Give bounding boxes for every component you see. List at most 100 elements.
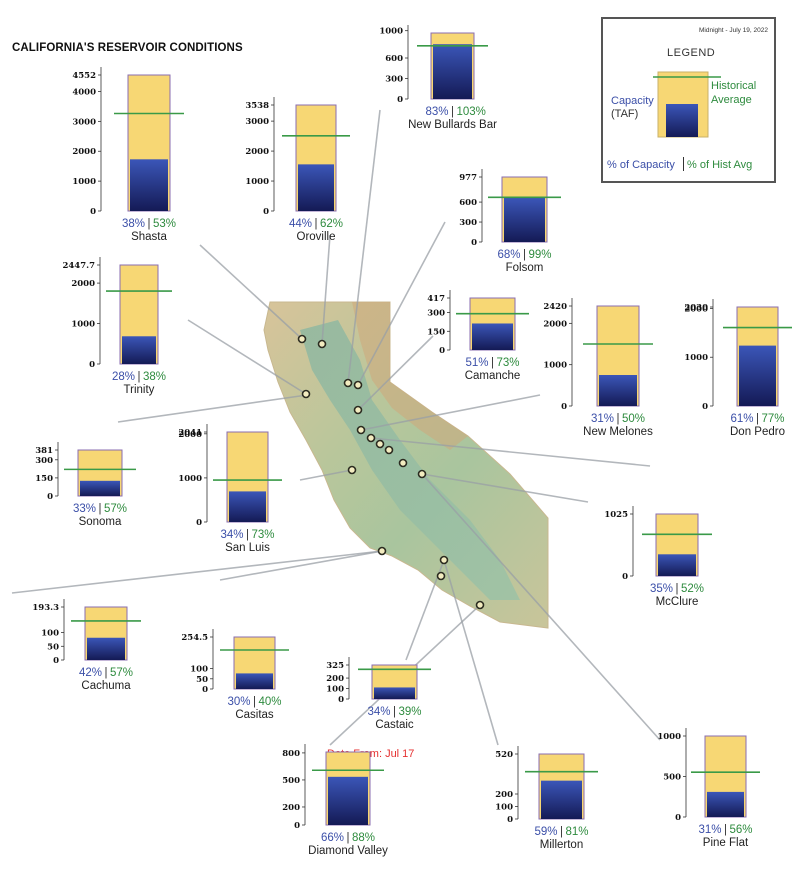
don-pedro-name-label: Don Pedro [730, 426, 785, 438]
casitas-storage-bar [236, 673, 273, 689]
new-bullards-bar-tick-label: 1000 [379, 27, 403, 37]
san-luis-storage-bar [229, 491, 266, 522]
leader-lines [11, 109, 661, 746]
pine-flat-pct-hist: 56% [730, 824, 753, 836]
shasta-pct-capacity: 38% [122, 218, 145, 230]
don-pedro-storage-bar [739, 345, 776, 406]
castaic-pct-capacity: 34% [367, 706, 390, 718]
millerton-tick-label: 520 [495, 750, 513, 760]
diamond-valley-tick-label: 500 [282, 776, 300, 786]
new-melones-pct-hist: 50% [622, 413, 645, 425]
san-luis-tick-label: 1000 [178, 474, 202, 484]
leader-line [299, 469, 353, 481]
trinity-pct-hist: 38% [143, 371, 166, 383]
sonoma-name-label: Sonoma [79, 516, 122, 528]
folsom-tick-label: 600 [459, 198, 477, 208]
folsom-tick-label: 977 [459, 173, 477, 183]
pine-flat-storage-bar [707, 791, 744, 817]
don-pedro-pct-separator: | [756, 413, 759, 425]
castaic-tick-label: 200 [326, 674, 344, 684]
folsom-tick-label: 0 [471, 238, 477, 248]
pine-flat-tick-label: 1000 [657, 732, 681, 742]
reservoir-marker [436, 571, 446, 581]
san-luis-pct-capacity: 34% [220, 529, 243, 541]
new-melones-tick-label: 2000 [543, 319, 567, 329]
chart-cachuma: 0 50 100 193.3 42% | 57%Cachuma [32, 599, 141, 692]
reservoir-marker [301, 389, 311, 399]
central-valley [300, 320, 520, 600]
camanche-tick-label: 150 [427, 327, 445, 337]
reservoir-marker [353, 405, 363, 415]
reservoir-marker [375, 439, 385, 449]
don-pedro-tick-label: 1000 [684, 353, 708, 363]
diamond-valley-pct-capacity: 66% [321, 832, 344, 844]
chart-new-bullards-bar: 0 300 600 1000 83% | 103%New Bullards Bar [379, 25, 497, 131]
shasta-tick-label: 2000 [72, 147, 96, 157]
mcclure-pct-hist: 52% [681, 583, 704, 595]
cachuma-tick-label: 0 [53, 656, 59, 666]
new-bullards-bar-storage-bar [433, 44, 472, 99]
chart-millerton: 0 100 200 520 59% | 81%Millerton [495, 746, 598, 851]
diamond-valley-tick-label: 0 [294, 821, 300, 831]
camanche-tick-label: 300 [427, 309, 445, 319]
shasta-name-label: Shasta [131, 231, 167, 243]
camanche-name-label: Camanche [465, 370, 521, 382]
sonoma-pct-capacity: 33% [73, 503, 96, 515]
new-bullards-bar-pct-capacity: 83% [425, 106, 448, 118]
folsom-tick-label: 300 [459, 218, 477, 228]
casitas-pct-hist: 40% [259, 696, 282, 708]
leader-line [421, 473, 661, 741]
camanche-pct-hist: 73% [497, 357, 520, 369]
chart-camanche: 0 150 300 417 51% | 73%Camanche [427, 290, 529, 382]
chart-mcclure: 0 1025 35% | 52%McClure [604, 506, 712, 608]
diamond-valley-name-label: Diamond Valley [308, 845, 388, 857]
san-luis-tick-label: 2000 [178, 430, 202, 440]
mcclure-tick-label: 0 [622, 572, 628, 582]
legend-sample-bar [653, 71, 721, 138]
folsom-pct-capacity: 68% [497, 249, 520, 261]
chart-trinity: 0 1000 2000 2447.7 28% | 38%Trinity [62, 257, 172, 396]
diamond-valley-tick-label: 800 [282, 749, 300, 759]
millerton-pct-hist: 81% [566, 826, 589, 838]
cachuma-tick-label: 193.3 [32, 603, 59, 613]
castaic-name-label: Castaic [375, 719, 414, 731]
sonoma-pct-separator: | [99, 503, 102, 515]
chart-shasta: 0 1000 2000 3000 4000 4552 38% | 53%Shasta [72, 67, 184, 243]
cachuma-storage-bar [87, 637, 125, 660]
legend-pct-hist: % of Hist Avg [687, 159, 753, 171]
new-bullards-bar-name-label: New Bullards Bar [408, 119, 497, 131]
millerton-storage-bar [541, 780, 582, 819]
reservoir-marker [347, 465, 357, 475]
camanche-storage-bar [472, 323, 513, 350]
shasta-tick-label: 4000 [72, 87, 96, 97]
new-melones-tick-label: 2420 [543, 302, 567, 312]
sonoma-storage-bar [80, 480, 120, 496]
diamond-valley-pct-hist: 88% [352, 832, 375, 844]
reservoir-marker [417, 469, 427, 479]
castaic-pct-hist: 39% [399, 706, 422, 718]
legend-title: LEGEND [667, 47, 716, 59]
new-bullards-bar-tick-label: 0 [397, 95, 403, 105]
casitas-pct-capacity: 30% [227, 696, 250, 708]
don-pedro-tick-label: 2000 [684, 304, 708, 314]
leader-line [360, 394, 541, 431]
new-bullards-bar-pct-hist: 103% [457, 106, 486, 118]
leader-line [357, 221, 446, 386]
diamond-valley-pct-separator: | [347, 832, 350, 844]
camanche-tick-label: 0 [439, 346, 445, 356]
diamond-valley-storage-bar [328, 776, 368, 825]
oroville-name-label: Oroville [297, 231, 336, 243]
new-melones-pct-capacity: 31% [591, 413, 614, 425]
shasta-storage-bar [130, 159, 168, 211]
oroville-tick-label: 3538 [245, 101, 269, 111]
reservoir-markers [297, 334, 485, 610]
trinity-pct-capacity: 28% [112, 371, 135, 383]
chart-diamond-valley: 0 200 500 800 66% | 88%Diamond Valley [282, 744, 388, 857]
shasta-pct-separator: | [148, 218, 151, 230]
leader-line [199, 244, 303, 340]
castaic-pct-separator: | [393, 706, 396, 718]
folsom-pct-separator: | [523, 249, 526, 261]
